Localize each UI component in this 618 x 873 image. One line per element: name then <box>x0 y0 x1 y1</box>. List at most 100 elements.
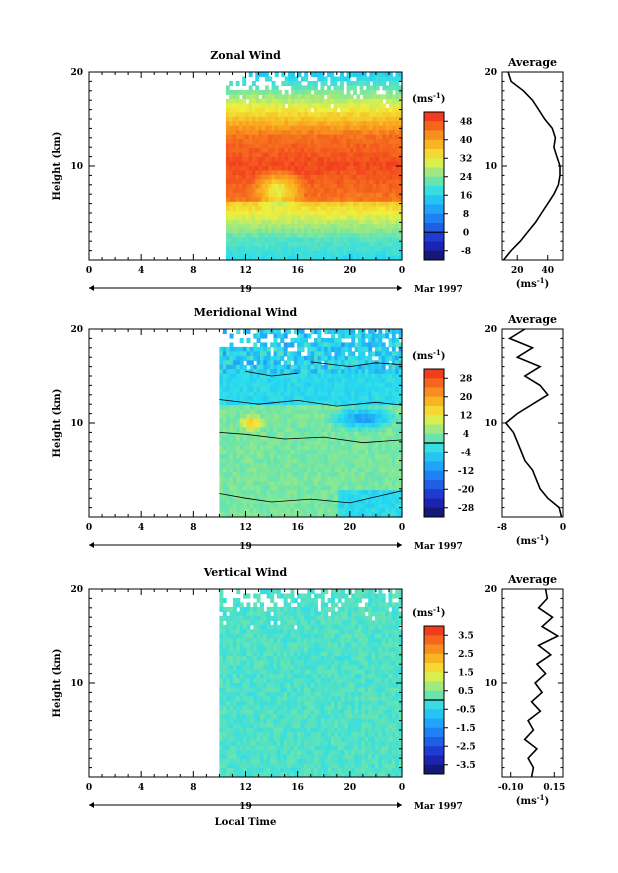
heatmap-cell <box>248 188 253 194</box>
heatmap-cell <box>341 391 346 397</box>
heatmap-cell <box>280 418 285 424</box>
heatmap-cell <box>246 467 251 473</box>
heatmap-cell <box>317 387 322 393</box>
heatmap-cell <box>317 116 322 122</box>
heatmap-cell <box>337 467 342 473</box>
heatmap-cell <box>349 134 354 140</box>
heatmap-cell <box>290 611 295 617</box>
heatmap-cell <box>253 481 258 487</box>
heatmap-cell <box>278 130 282 136</box>
heatmap-cell <box>343 219 348 225</box>
x-tick-label: 0 <box>86 523 92 533</box>
heatmap-cell <box>331 405 335 411</box>
heatmap-cell <box>349 170 354 176</box>
heatmap-cell <box>297 192 302 198</box>
heatmap-cell <box>344 467 349 473</box>
heatmap-cell <box>239 351 244 357</box>
panel-title: Zonal Wind <box>210 49 281 62</box>
heatmap-cell <box>270 440 275 446</box>
heatmap-cell <box>242 166 247 172</box>
heatmap-cell <box>398 72 403 78</box>
heatmap-cell <box>263 512 268 518</box>
heatmap-cell <box>320 121 325 127</box>
heatmap-cell <box>283 458 288 464</box>
heatmap-cell <box>261 201 266 207</box>
heatmap-cell <box>371 405 376 411</box>
heatmap-cell <box>330 246 335 252</box>
heatmap-cell <box>358 378 363 384</box>
heatmap-cell <box>271 183 276 189</box>
heatmap-cell <box>374 373 379 379</box>
heatmap-cell <box>354 387 359 393</box>
heatmap-cell <box>307 228 312 234</box>
heatmap-cell <box>294 174 299 181</box>
heatmap-cell <box>379 152 384 158</box>
heatmap-cell <box>346 134 351 140</box>
heatmap-cell <box>320 499 325 505</box>
heatmap-cell <box>398 414 403 420</box>
heatmap-cell <box>330 237 335 243</box>
heatmap-cell <box>300 255 305 261</box>
heatmap-cell <box>330 215 335 221</box>
heatmap-cell <box>372 72 377 78</box>
heatmap-cell <box>310 387 315 393</box>
heatmap-cell <box>392 206 397 212</box>
heatmap-cell <box>255 183 260 189</box>
heatmap-cell <box>255 174 260 181</box>
heatmap-cell <box>341 409 346 415</box>
heatmap-cell <box>374 333 379 339</box>
heatmap-cell <box>287 508 292 514</box>
heatmap-cell <box>263 405 268 411</box>
heatmap-cell <box>242 242 247 248</box>
heatmap-cell <box>362 170 367 176</box>
heatmap-cell <box>375 219 380 225</box>
heatmap-cell <box>291 188 296 194</box>
heatmap-cell <box>293 337 298 344</box>
heatmap-cell <box>354 373 359 379</box>
heatmap-cell <box>293 503 298 509</box>
heatmap-cell <box>330 72 335 78</box>
heatmap-cell <box>331 472 335 478</box>
heatmap-cell <box>359 85 364 91</box>
heatmap-cell <box>372 103 377 109</box>
heatmap-cell <box>271 130 276 136</box>
heatmap-cell <box>340 197 344 203</box>
heatmap-cell <box>276 512 281 518</box>
heatmap-cell <box>246 449 251 455</box>
heatmap-cell <box>284 139 289 145</box>
heatmap-cell <box>293 436 298 442</box>
heatmap-cell <box>382 183 387 189</box>
heatmap-cell <box>307 255 312 261</box>
heatmap-cell <box>256 508 261 514</box>
heatmap-cell <box>266 387 271 393</box>
heatmap-cell <box>274 215 279 221</box>
heatmap-cell <box>381 351 386 357</box>
heatmap-cell <box>265 215 269 221</box>
heatmap-cell <box>297 139 302 145</box>
heatmap-cell <box>320 602 325 608</box>
heatmap-cell <box>391 476 396 482</box>
heatmap-cell <box>261 255 266 261</box>
heatmap-cell <box>265 98 269 104</box>
heatmap-cell <box>226 391 231 397</box>
heatmap-cell <box>317 418 322 424</box>
heatmap-cell <box>232 228 237 234</box>
heatmap-cell <box>248 103 253 109</box>
heatmap-cell <box>259 445 264 451</box>
heatmap-cell <box>385 251 390 257</box>
heatmap-cell <box>331 431 335 438</box>
heatmap-cell <box>349 166 354 172</box>
heatmap-cell <box>283 369 288 375</box>
heatmap-cell <box>374 463 379 469</box>
heatmap-cell <box>337 508 342 514</box>
heatmap-cell <box>341 467 346 473</box>
heatmap-cell <box>323 148 328 154</box>
heatmap-cell <box>385 485 390 491</box>
heatmap-cell <box>243 378 248 384</box>
heatmap-cell <box>351 606 356 612</box>
heatmap-cell <box>300 472 305 478</box>
heatmap-cell <box>219 360 224 366</box>
heatmap-cell <box>391 427 396 433</box>
heatmap-cell <box>330 192 335 198</box>
heatmap-cell <box>290 440 295 446</box>
